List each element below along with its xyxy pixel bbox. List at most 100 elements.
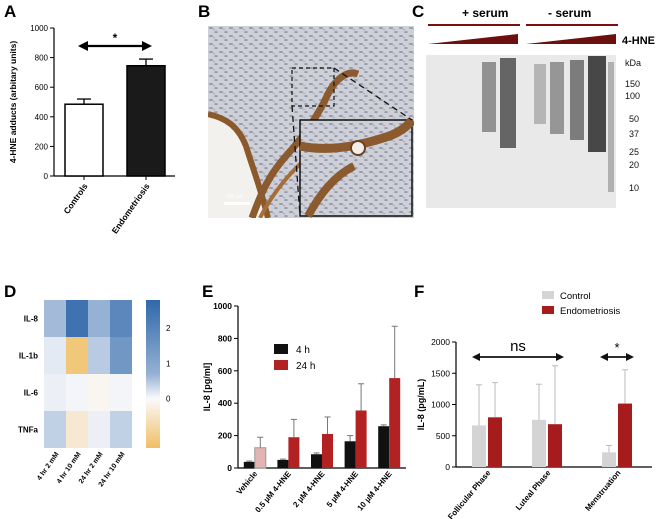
bar-f [472,425,486,467]
heatmap-col-label: 4 hr 2 mM [36,451,61,482]
heatmap-cell [66,411,88,448]
marker-25: 25 [629,147,639,157]
bar-e [389,378,401,468]
panel-label-a: A [4,2,17,21]
bar-e [277,459,289,468]
y-tick-label-e: 400 [218,398,232,408]
heatmap-row-label: IL-1b [19,352,38,361]
x-tick-label-f: Menstruation [583,468,622,512]
heatmap-cell [88,337,110,374]
heatmap-cell [88,374,110,411]
arrowhead-left [78,41,88,51]
target-label: 4-HNE [622,35,655,47]
star-arrow-left [600,353,608,361]
legend-label-e: 4 h [296,345,310,356]
heatmap-cell [88,300,110,337]
heatmap-cell [66,374,88,411]
y-tick-label-f: 500 [436,431,450,441]
y-tick-label-a: 400 [35,113,49,122]
y-axis-title-f: IL-8 (pg/mL) [416,379,426,431]
heatmap-row-label: IL-8 [24,315,39,324]
arrowhead-right [142,41,152,51]
heatmap-row-label: TNFa [18,426,39,435]
significance-star-f: * [614,340,619,355]
x-tick-label-f: Follicular Phase [446,468,493,519]
bar-f [532,419,546,467]
significance-star-a: * [113,31,118,45]
y-tick-label-e: 0 [227,463,232,473]
star-arrow-right [626,353,634,361]
y-tick-label-a: 800 [35,54,49,63]
heatmap-cell [44,374,66,411]
chart-a: 0 200 400 600 800 1000 4-HNE adducts (arbitary… [8,24,175,236]
y-tick-label-f: 1500 [431,368,450,378]
x-tick-label-e: 2 µM 4-HNE [291,469,327,509]
heatmap-cell [88,411,110,448]
marker-10: 10 [629,183,639,193]
heatmap-cell [44,337,66,374]
legend-swatch-f [542,306,554,314]
y-tick-label-a: 600 [35,83,49,92]
colorbar-tick-label: 2 [166,324,171,333]
western-blot-panel: + serum - serum 4-HNE kDa 150 100 50 37 … [420,0,658,215]
y-tick-label-a: 0 [44,172,49,181]
heatmap-cell [66,337,88,374]
ns-arrow-left [472,353,480,361]
marker-100: 100 [625,91,640,101]
y-axis-title-e: IL-8 [pg/ml] [202,363,212,412]
bar-e [344,441,356,468]
y-tick-label-e: 800 [218,333,232,343]
y-axis-title-a: 4-HNE adducts (arbitary units) [8,41,18,163]
bar-e [311,454,322,468]
micrograph-ihc: 100 µm [208,26,414,218]
heatmap-cell [110,300,132,337]
legend-label-f: Control [560,291,591,302]
x-tick-label-e: Vehicle [235,469,260,496]
bar-f [602,452,616,467]
scale-bar-label: 100 µm [226,194,243,200]
panel-label-c: C [412,2,425,21]
bar-a [64,103,104,177]
y-tick-label-e: 200 [218,431,232,441]
y-tick-label-f: 1000 [431,400,450,410]
y-tick-label-f: 2000 [431,337,450,347]
x-tick-label-a: Endometriosis [110,181,152,235]
panel-label-b: B [198,2,211,21]
heatmap-row-label: IL-6 [24,389,39,398]
heatmap-cell [66,300,88,337]
bar-f [488,417,502,467]
minus-serum-label: - serum [548,6,591,20]
legend-label-f: Endometriosis [560,306,620,317]
y-tick-label-a: 1000 [30,24,48,33]
bar-f [618,403,632,467]
bar-f [548,424,562,467]
bar-e [378,426,390,468]
panel-label-f: F [414,282,425,301]
scale-bar [224,202,250,205]
panel-label-e: E [202,282,214,301]
marker-150: 150 [625,79,640,89]
bar-a [126,64,166,177]
x-tick-label-a: Controls [61,181,89,216]
heatmap-cell [110,411,132,448]
bar-e [288,437,300,468]
legend-swatch-f [542,291,554,299]
x-tick-label-e: 0.5 µM 4-HNE [253,469,293,514]
x-tick-label-e: 5 µM 4-HNE [325,469,361,509]
x-tick-label-f: Luteal Phase [514,468,553,512]
y-tick-label-a: 200 [35,142,49,151]
legend-swatch-e [274,344,288,354]
marker-50: 50 [629,114,639,124]
ns-arrow-right [556,353,564,361]
heatmap-cell [110,374,132,411]
heatmap-cell [110,337,132,374]
legend-swatch-e [274,360,288,370]
heatmap-cell [44,300,66,337]
legend-label-e: 24 h [296,361,315,372]
bar-e [243,461,255,468]
heatmap-cell [44,411,66,448]
gradient-wedge-minus [526,34,616,44]
marker-20: 20 [629,160,639,170]
y-tick-label-f: 0 [445,462,450,472]
